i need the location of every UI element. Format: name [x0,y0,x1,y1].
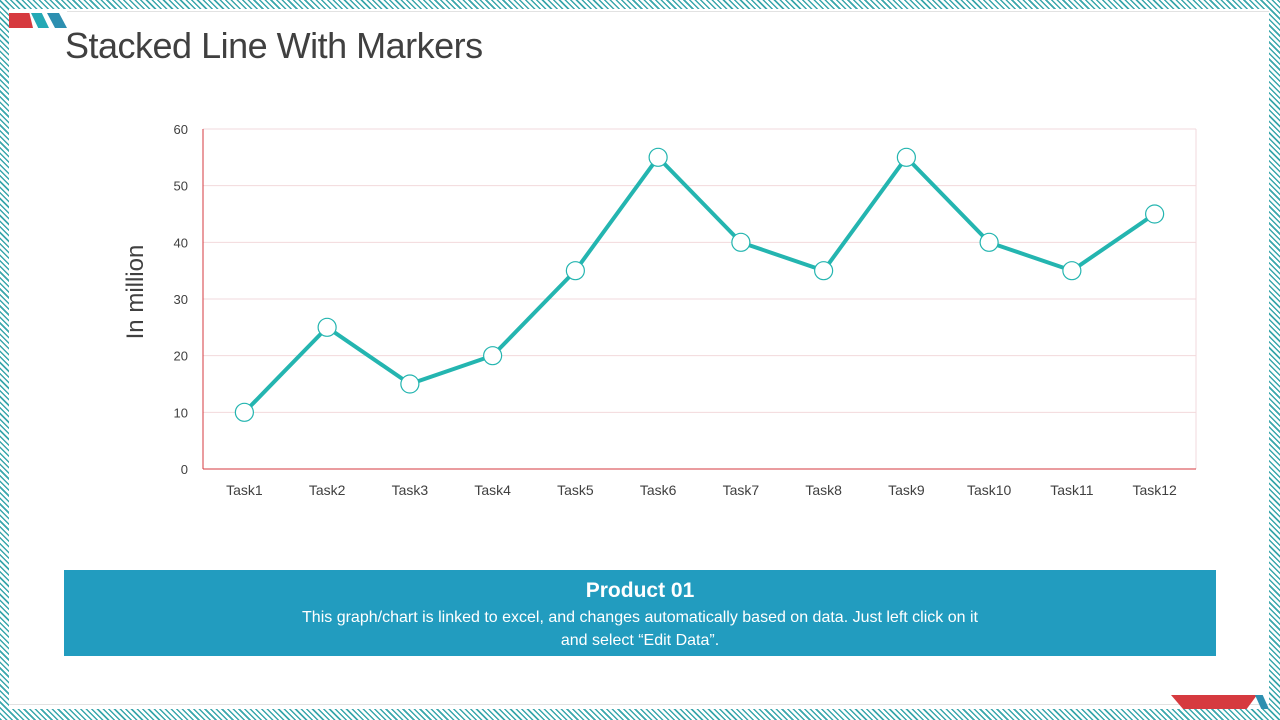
x-tick-label: Task12 [1132,482,1177,498]
x-tick-label: Task11 [1050,482,1094,498]
x-tick-label: Task5 [557,482,594,498]
data-point-marker[interactable] [648,147,668,167]
series-line [242,155,1156,414]
x-tick-label: Task7 [723,482,760,498]
data-point-marker[interactable] [1145,204,1165,224]
x-tick-label: Task9 [888,482,925,498]
data-point-marker[interactable] [896,147,916,167]
banner-description: This graph/chart is linked to excel, and… [302,609,978,649]
data-point-marker[interactable] [814,261,834,281]
data-point-marker[interactable] [979,232,999,252]
x-tick-label: Task1 [226,482,263,498]
y-tick-label: 40 [174,235,188,250]
y-tick-label: 20 [174,349,188,364]
y-tick-label: 50 [174,179,188,194]
banner-title: Product 01 [585,579,695,602]
slide: Stacked Line With Markers Product 01 Thi… [9,9,1269,709]
top-rule [67,11,1269,12]
data-point-marker[interactable] [234,402,254,422]
x-tick-label: Task8 [805,482,842,498]
slide-title: Stacked Line With Markers [65,25,483,66]
data-point-marker[interactable] [1062,261,1082,281]
corner-deco-red [9,13,33,28]
y-axis-label: In million [122,245,149,340]
data-point-marker[interactable] [483,346,503,366]
y-tick-label: 60 [174,122,188,137]
x-tick-label: Task4 [474,482,511,498]
data-point-marker[interactable] [317,317,337,337]
x-tick-label: Task6 [640,482,677,498]
x-tick-label: Task3 [392,482,429,498]
bottom-rule [9,704,1269,705]
y-tick-label: 10 [174,405,188,420]
x-tick-label: Task10 [967,482,1012,498]
bottom-corner-deco-red [1171,695,1257,709]
data-point-marker[interactable] [400,374,420,394]
product-banner: Product 01 This graph/chart is linked to… [64,570,1216,656]
x-tick-label: Task2 [309,482,346,498]
data-point-marker[interactable] [731,232,751,252]
y-tick-label: 30 [174,292,188,307]
y-tick-label: 0 [181,462,188,477]
data-point-marker[interactable] [565,261,585,281]
